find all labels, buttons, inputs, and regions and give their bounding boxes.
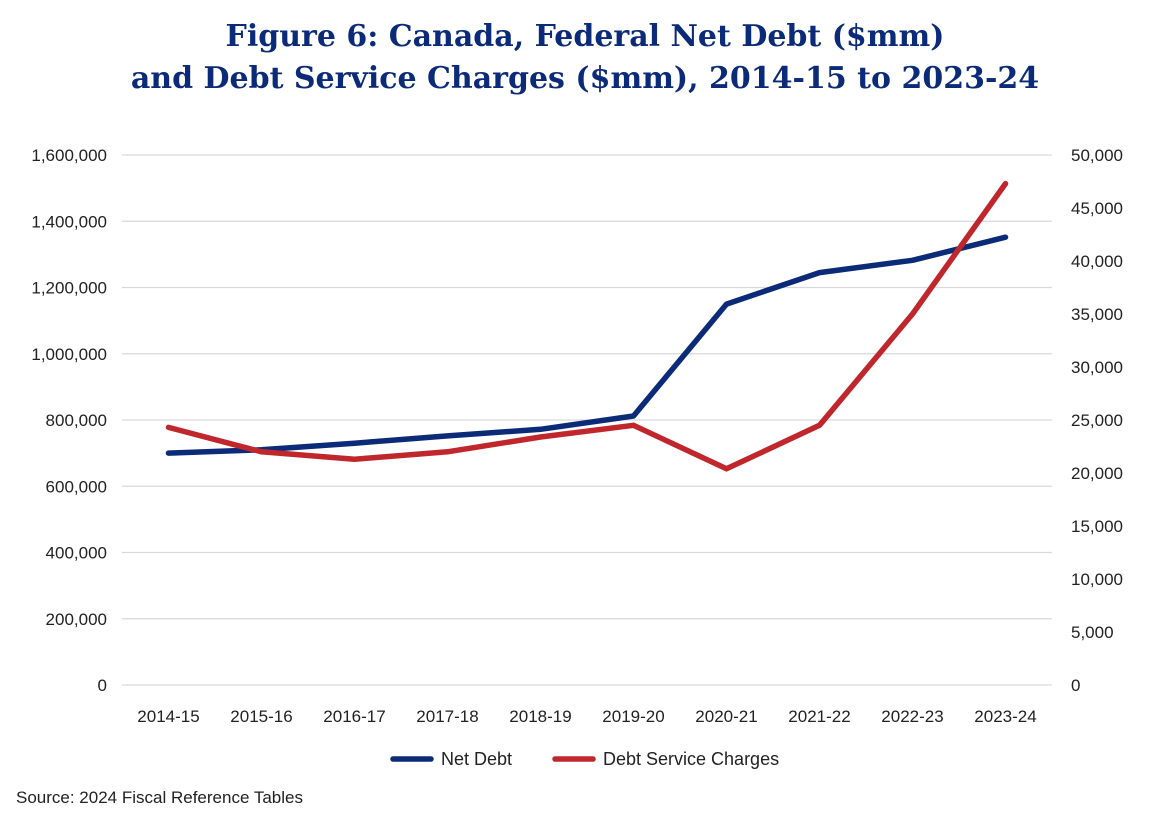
legend-item-debt-service-charges: Debt Service Charges: [552, 749, 779, 769]
line-chart: 0 200,000 400,000 600,000 800,000 1,000,000 1,…: [31, 146, 1123, 769]
x-tick-label: 2023-24: [974, 707, 1036, 726]
x-tick-label: 2018-19: [509, 707, 571, 726]
legend-item-net-debt: Net Debt: [390, 749, 512, 769]
chart-title-line-1: Figure 6: Canada, Federal Net Debt ($mm): [225, 19, 945, 54]
right-y-tick-label: 5,000: [1071, 623, 1114, 642]
source-note: Source: 2024 Fiscal Reference Tables: [16, 788, 303, 807]
left-y-axis: 0 200,000 400,000 600,000 800,000 1,000,000 1,…: [31, 146, 107, 695]
right-y-tick-label: 10,000: [1071, 570, 1123, 589]
left-y-tick-label: 800,000: [46, 411, 107, 430]
left-y-tick-label: 400,000: [46, 544, 107, 563]
right-y-tick-label: 45,000: [1071, 199, 1123, 218]
series-line-net-debt: [165, 234, 1009, 456]
right-y-tick-label: 20,000: [1071, 464, 1123, 483]
right-y-tick-label: 50,000: [1071, 146, 1123, 165]
left-y-tick-label: 200,000: [46, 610, 107, 629]
chart-title-line-2: and Debt Service Charges ($mm), 2014-15 …: [130, 61, 1040, 96]
x-tick-label: 2020-21: [695, 707, 757, 726]
right-y-tick-label: 25,000: [1071, 411, 1123, 430]
left-y-tick-label: 1,600,000: [31, 146, 107, 165]
x-tick-label: 2022-23: [881, 707, 943, 726]
left-y-tick-label: 1,200,000: [31, 279, 107, 298]
right-y-tick-label: 40,000: [1071, 252, 1123, 271]
x-tick-label: 2019-20: [602, 707, 664, 726]
chart-title: Figure 6: Canada, Federal Net Debt ($mm)…: [0, 16, 1170, 100]
series-lines: [165, 180, 1009, 472]
right-y-tick-label: 30,000: [1071, 358, 1123, 377]
left-y-tick-label: 600,000: [46, 477, 107, 496]
right-y-tick-label: 15,000: [1071, 517, 1123, 536]
legend: Net Debt Debt Service Charges: [390, 749, 779, 769]
left-y-tick-label: 0: [98, 676, 107, 695]
x-tick-label: 2016-17: [323, 707, 385, 726]
right-y-tick-label: 0: [1071, 676, 1080, 695]
left-y-tick-label: 1,400,000: [31, 212, 107, 231]
x-axis: 2014-15 2015-16 2016-17 2017-18 2018-19 2019-…: [137, 707, 1036, 726]
gridlines: [122, 154, 1052, 686]
x-tick-label: 2015-16: [230, 707, 292, 726]
x-tick-label: 2021-22: [788, 707, 850, 726]
right-y-tick-label: 35,000: [1071, 305, 1123, 324]
x-tick-label: 2014-15: [137, 707, 199, 726]
legend-label: Debt Service Charges: [603, 749, 779, 769]
x-tick-label: 2017-18: [416, 707, 478, 726]
left-y-tick-label: 1,000,000: [31, 345, 107, 364]
series-line-debt-service-charges: [165, 180, 1009, 472]
right-y-axis: 0 5,000 10,000 15,000 20,000 25,000 30,000 35,0…: [1071, 146, 1123, 695]
legend-label: Net Debt: [441, 749, 512, 769]
